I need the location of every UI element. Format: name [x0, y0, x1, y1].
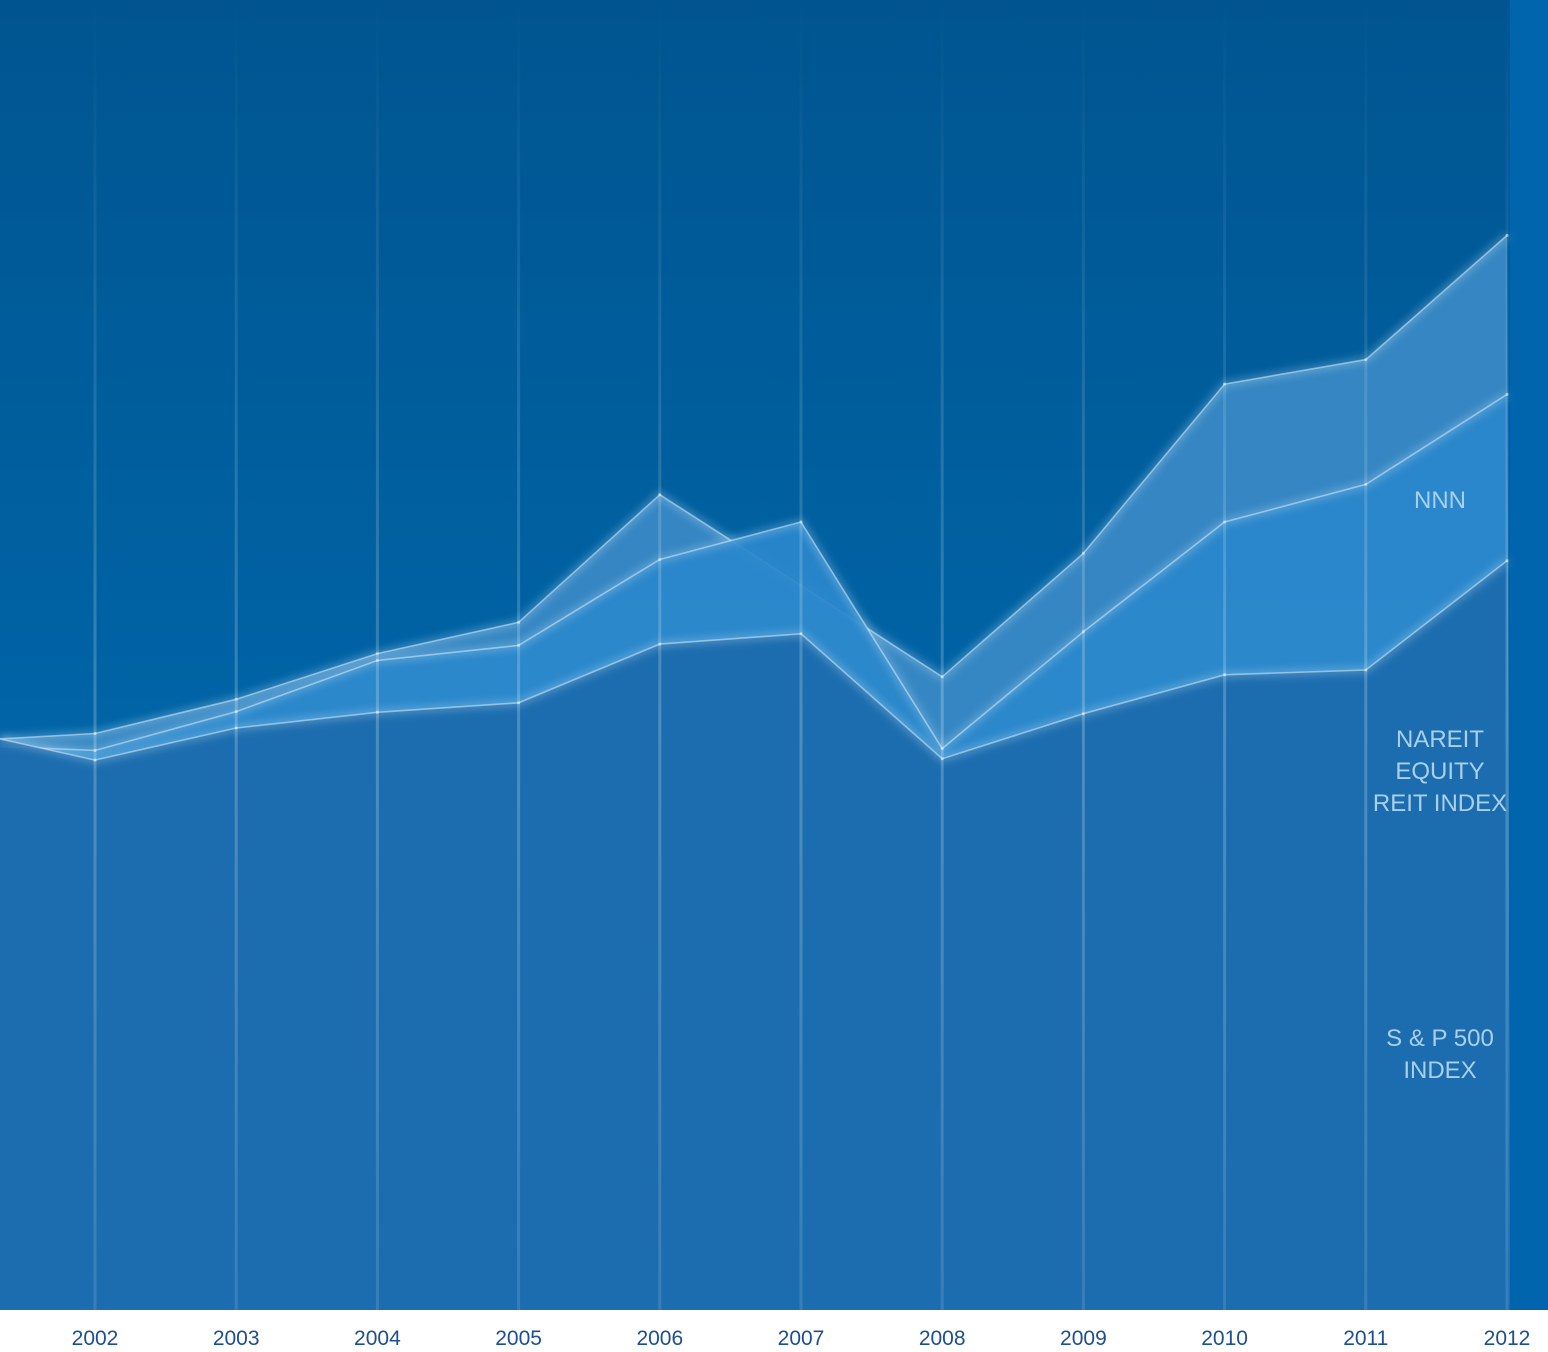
series-labels: NNN NAREIT EQUITY REIT INDEX S & P 500 INDEX [1373, 487, 1507, 1084]
gridline-2008 [940, 0, 944, 1310]
gridline-2011 [1364, 0, 1368, 1310]
grid-layer [93, 0, 1509, 1310]
gridline-2006 [658, 0, 662, 1310]
gridline-2004 [375, 0, 379, 1310]
series-label-line: REIT INDEX [1373, 790, 1507, 817]
right-edge-band [1510, 0, 1548, 1310]
area-edge-line [0, 393, 1508, 752]
x-tick-2006: 2006 [636, 1327, 683, 1350]
gridline-2002 [93, 0, 97, 1310]
x-tick-2005: 2005 [495, 1327, 542, 1350]
gridline-2003 [234, 0, 238, 1310]
gridline-2012 [1505, 0, 1509, 1310]
x-tick-2009: 2009 [1060, 1327, 1107, 1350]
series-label-line: EQUITY [1395, 758, 1484, 785]
x-tick-2011: 2011 [1343, 1327, 1388, 1350]
x-axis-ticks: 2002 2003 2004 2005 2006 2007 2008 2009 2010 2011… [72, 1327, 1531, 1350]
x-tick-2004: 2004 [354, 1327, 401, 1350]
x-tick-2003: 2003 [213, 1327, 260, 1350]
x-tick-2012: 2012 [1484, 1327, 1531, 1350]
gridline-2005 [517, 0, 521, 1310]
gridline-2010 [1223, 0, 1227, 1310]
series-label-2: S & P 500 INDEX [1386, 1025, 1494, 1084]
x-tick-2010: 2010 [1201, 1327, 1248, 1350]
gridline-2009 [1081, 0, 1085, 1310]
area-edge-line [0, 560, 1508, 761]
x-tick-2007: 2007 [778, 1327, 825, 1350]
series-label-line: INDEX [1403, 1057, 1476, 1084]
x-tick-2002: 2002 [72, 1327, 119, 1350]
series-label-line: S & P 500 [1386, 1025, 1494, 1052]
x-tick-2008: 2008 [919, 1327, 966, 1350]
series-label-line: NNN [1414, 487, 1466, 514]
gridline-2007 [799, 0, 803, 1310]
series-label-line: NAREIT [1396, 726, 1484, 753]
series-label-1: NAREIT EQUITY REIT INDEX [1373, 726, 1507, 817]
series-label-0: NNN [1414, 487, 1466, 514]
